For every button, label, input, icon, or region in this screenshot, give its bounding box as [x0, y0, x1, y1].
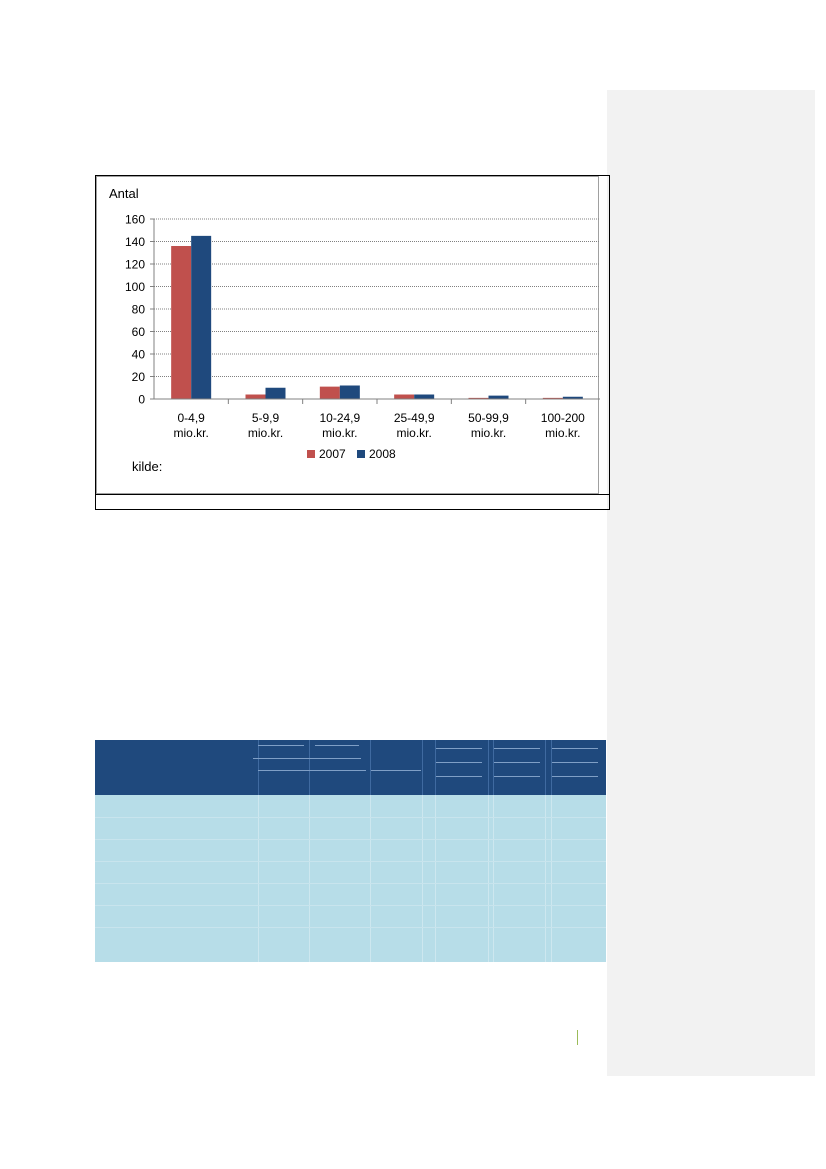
x-tick-label: 100-200 [541, 411, 585, 425]
row-divider [95, 839, 606, 840]
page-marker [577, 1030, 578, 1045]
column-divider [258, 795, 259, 962]
axes: 0204060801001201401600-4,9mio.kr.5-9,9mi… [125, 213, 600, 440]
column-divider [309, 740, 310, 795]
bar-2007-5 [542, 397, 563, 399]
column-divider [551, 740, 552, 795]
row-divider [95, 861, 606, 862]
row-divider [95, 927, 606, 928]
bar-2008-1 [265, 387, 286, 399]
x-tick-label: 10-24,9 [319, 411, 360, 425]
header-rule [552, 748, 598, 749]
header-rule [436, 776, 482, 777]
row-divider [95, 905, 606, 906]
column-divider [493, 795, 494, 962]
y-tick-label: 80 [132, 303, 146, 317]
bar-2008-2 [339, 385, 360, 399]
y-tick-label: 60 [132, 325, 146, 339]
column-divider [493, 740, 494, 795]
legend-label-2008: 2008 [369, 447, 396, 461]
y-axis-title: Antal [109, 186, 139, 201]
column-divider [309, 795, 310, 962]
y-tick-label: 120 [125, 258, 145, 272]
column-divider [545, 740, 546, 795]
x-tick-label: mio.kr. [173, 426, 208, 440]
header-rule [494, 776, 540, 777]
legend-label-2007: 2007 [319, 447, 346, 461]
header-rule [436, 748, 482, 749]
y-tick-label: 20 [132, 370, 146, 384]
x-tick-label: 5-9,9 [252, 411, 280, 425]
row-divider [95, 817, 606, 818]
column-divider [488, 740, 489, 795]
bar-2008-5 [562, 396, 583, 399]
bar-2007-1 [245, 394, 266, 399]
x-tick-label: mio.kr. [545, 426, 580, 440]
y-tick-label: 140 [125, 235, 145, 249]
column-divider [545, 795, 546, 962]
table-header [95, 740, 606, 795]
legend-swatch-2008 [357, 450, 365, 458]
header-rule [253, 758, 361, 759]
bars [171, 235, 583, 399]
table-body [95, 795, 606, 962]
y-tick-label: 160 [125, 213, 145, 227]
gridlines [154, 218, 600, 377]
column-divider [370, 795, 371, 962]
column-divider [488, 795, 489, 962]
column-divider [435, 795, 436, 962]
column-divider [422, 795, 423, 962]
header-rule [258, 770, 366, 771]
legend-swatch-2007 [307, 450, 315, 458]
column-divider [422, 740, 423, 795]
x-tick-label: 50-99,9 [468, 411, 509, 425]
legend: 2007 2008 [307, 447, 396, 461]
data-table [95, 740, 606, 962]
x-tick-label: mio.kr. [396, 426, 431, 440]
header-rule [494, 762, 540, 763]
header-rule [552, 776, 598, 777]
source-label: kilde: [132, 459, 162, 474]
chart-area[interactable]: 0 20 40 60 80 100 120 140 160 0-4,9 mio.kr. 5-9,9 mi… [96, 176, 600, 494]
y-tick-label: 0 [138, 393, 145, 407]
header-rule [371, 770, 421, 771]
column-divider [551, 795, 552, 962]
bar-2008-4 [488, 395, 509, 399]
bar-2007-0 [171, 246, 192, 399]
column-divider [435, 740, 436, 795]
chart-frame: 0 20 40 60 80 100 120 140 160 0-4,9 mio.kr. 5-9,9 mi… [95, 175, 610, 510]
y-tick-label: 40 [132, 348, 146, 362]
row-divider [95, 883, 606, 884]
header-rule [552, 762, 598, 763]
bar-2007-4 [468, 397, 489, 399]
x-tick-label: mio.kr. [322, 426, 357, 440]
bar-2008-3 [414, 394, 435, 399]
column-divider [258, 740, 259, 795]
header-rule [315, 745, 359, 746]
chart-caption-row [96, 494, 609, 509]
x-tick-label: mio.kr. [248, 426, 283, 440]
column-divider [370, 740, 371, 795]
x-tick-label: mio.kr. [471, 426, 506, 440]
header-rule [436, 762, 482, 763]
y-tick-label: 100 [125, 280, 145, 294]
bar-2007-2 [319, 386, 340, 399]
bar-chart: 0204060801001201401600-4,9mio.kr.5-9,9mi… [109, 186, 600, 474]
header-rule [258, 745, 304, 746]
x-tick-label: 0-4,9 [177, 411, 205, 425]
bar-2008-0 [191, 235, 212, 399]
header-rule [494, 748, 540, 749]
comment-pane [607, 90, 815, 1076]
bar-2007-3 [394, 394, 415, 399]
x-tick-label: 25-49,9 [394, 411, 435, 425]
